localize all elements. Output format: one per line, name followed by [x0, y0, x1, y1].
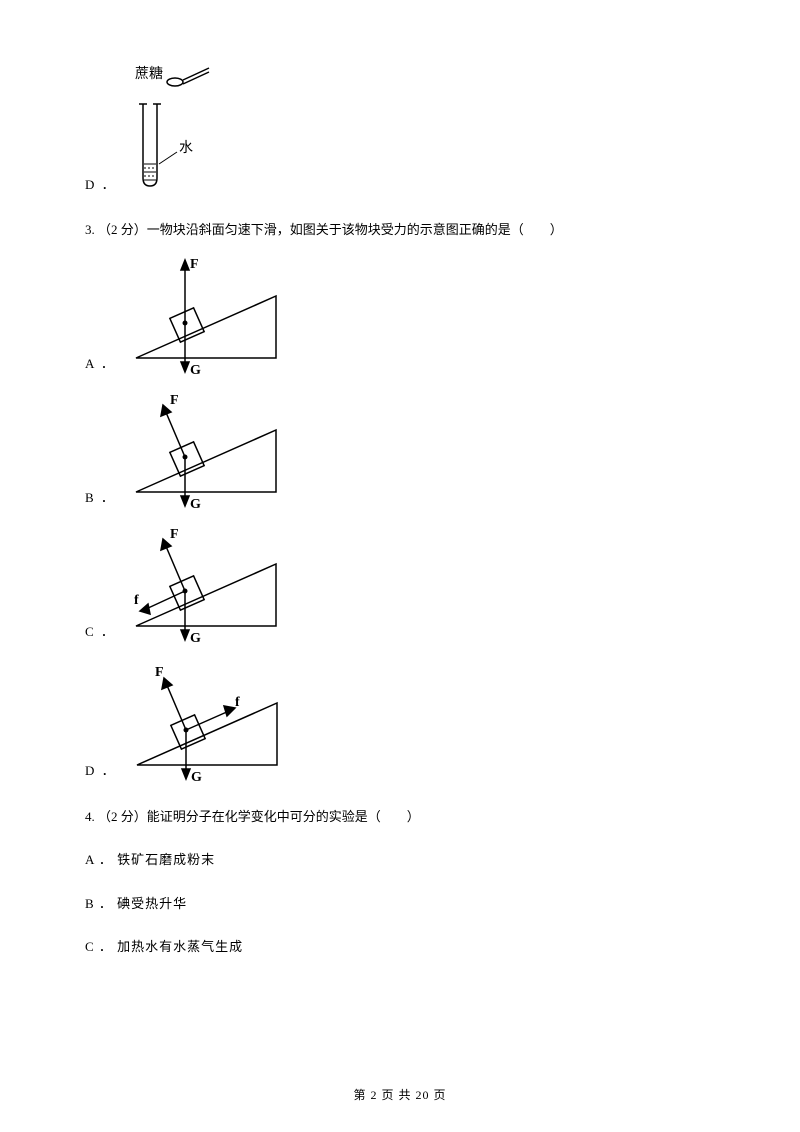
svg-text:F: F [170, 393, 179, 408]
water-label: 水 [179, 140, 193, 156]
sugar-label: 蔗糖 [135, 66, 163, 82]
q3-a-label: A ． [85, 354, 116, 378]
svg-text:G: G [191, 770, 202, 785]
q3-b-label: B ． [85, 488, 116, 512]
svg-text:f: f [235, 695, 240, 710]
svg-text:G: G [190, 363, 201, 378]
q3-option-c[interactable]: C ． F G f [85, 516, 715, 646]
q3-c-label: C ． [85, 622, 116, 646]
prev-option-d: D ． 蔗糖 水 [85, 60, 715, 198]
svg-text:f: f [134, 593, 139, 608]
svg-text:F: F [170, 527, 179, 542]
sugar-diagram: 蔗糖 水 [117, 60, 227, 190]
svg-text:F: F [190, 257, 199, 272]
q4-option-c[interactable]: C ． 加热水有水蒸气生成 [85, 937, 715, 957]
incline-b: F G [116, 382, 286, 512]
incline-d: F G f [117, 650, 287, 785]
svg-text:G: G [190, 631, 201, 646]
incline-a: F G [116, 248, 286, 378]
q3-d-label: D ． [85, 761, 117, 785]
page-footer: 第 2 页 共 20 页 [0, 1086, 800, 1104]
svg-text:F: F [155, 665, 164, 680]
incline-c: F G f [116, 516, 286, 646]
option-d-label: D ． [85, 175, 117, 199]
q4-text: 4. （2 分）能证明分子在化学变化中可分的实验是（ ） [85, 807, 715, 827]
q3-text: 3. （2 分）一物块沿斜面匀速下滑，如图关于该物块受力的示意图正确的是（ ） [85, 220, 715, 240]
q4-option-a[interactable]: A ． 铁矿石磨成粉末 [85, 850, 715, 870]
q3-option-a[interactable]: A ． F G [85, 248, 715, 378]
q3-option-b[interactable]: B ． F G [85, 382, 715, 512]
svg-text:G: G [190, 497, 201, 512]
q4-option-b[interactable]: B ． 碘受热升华 [85, 894, 715, 914]
q3-option-d[interactable]: D ． F G f [85, 650, 715, 785]
